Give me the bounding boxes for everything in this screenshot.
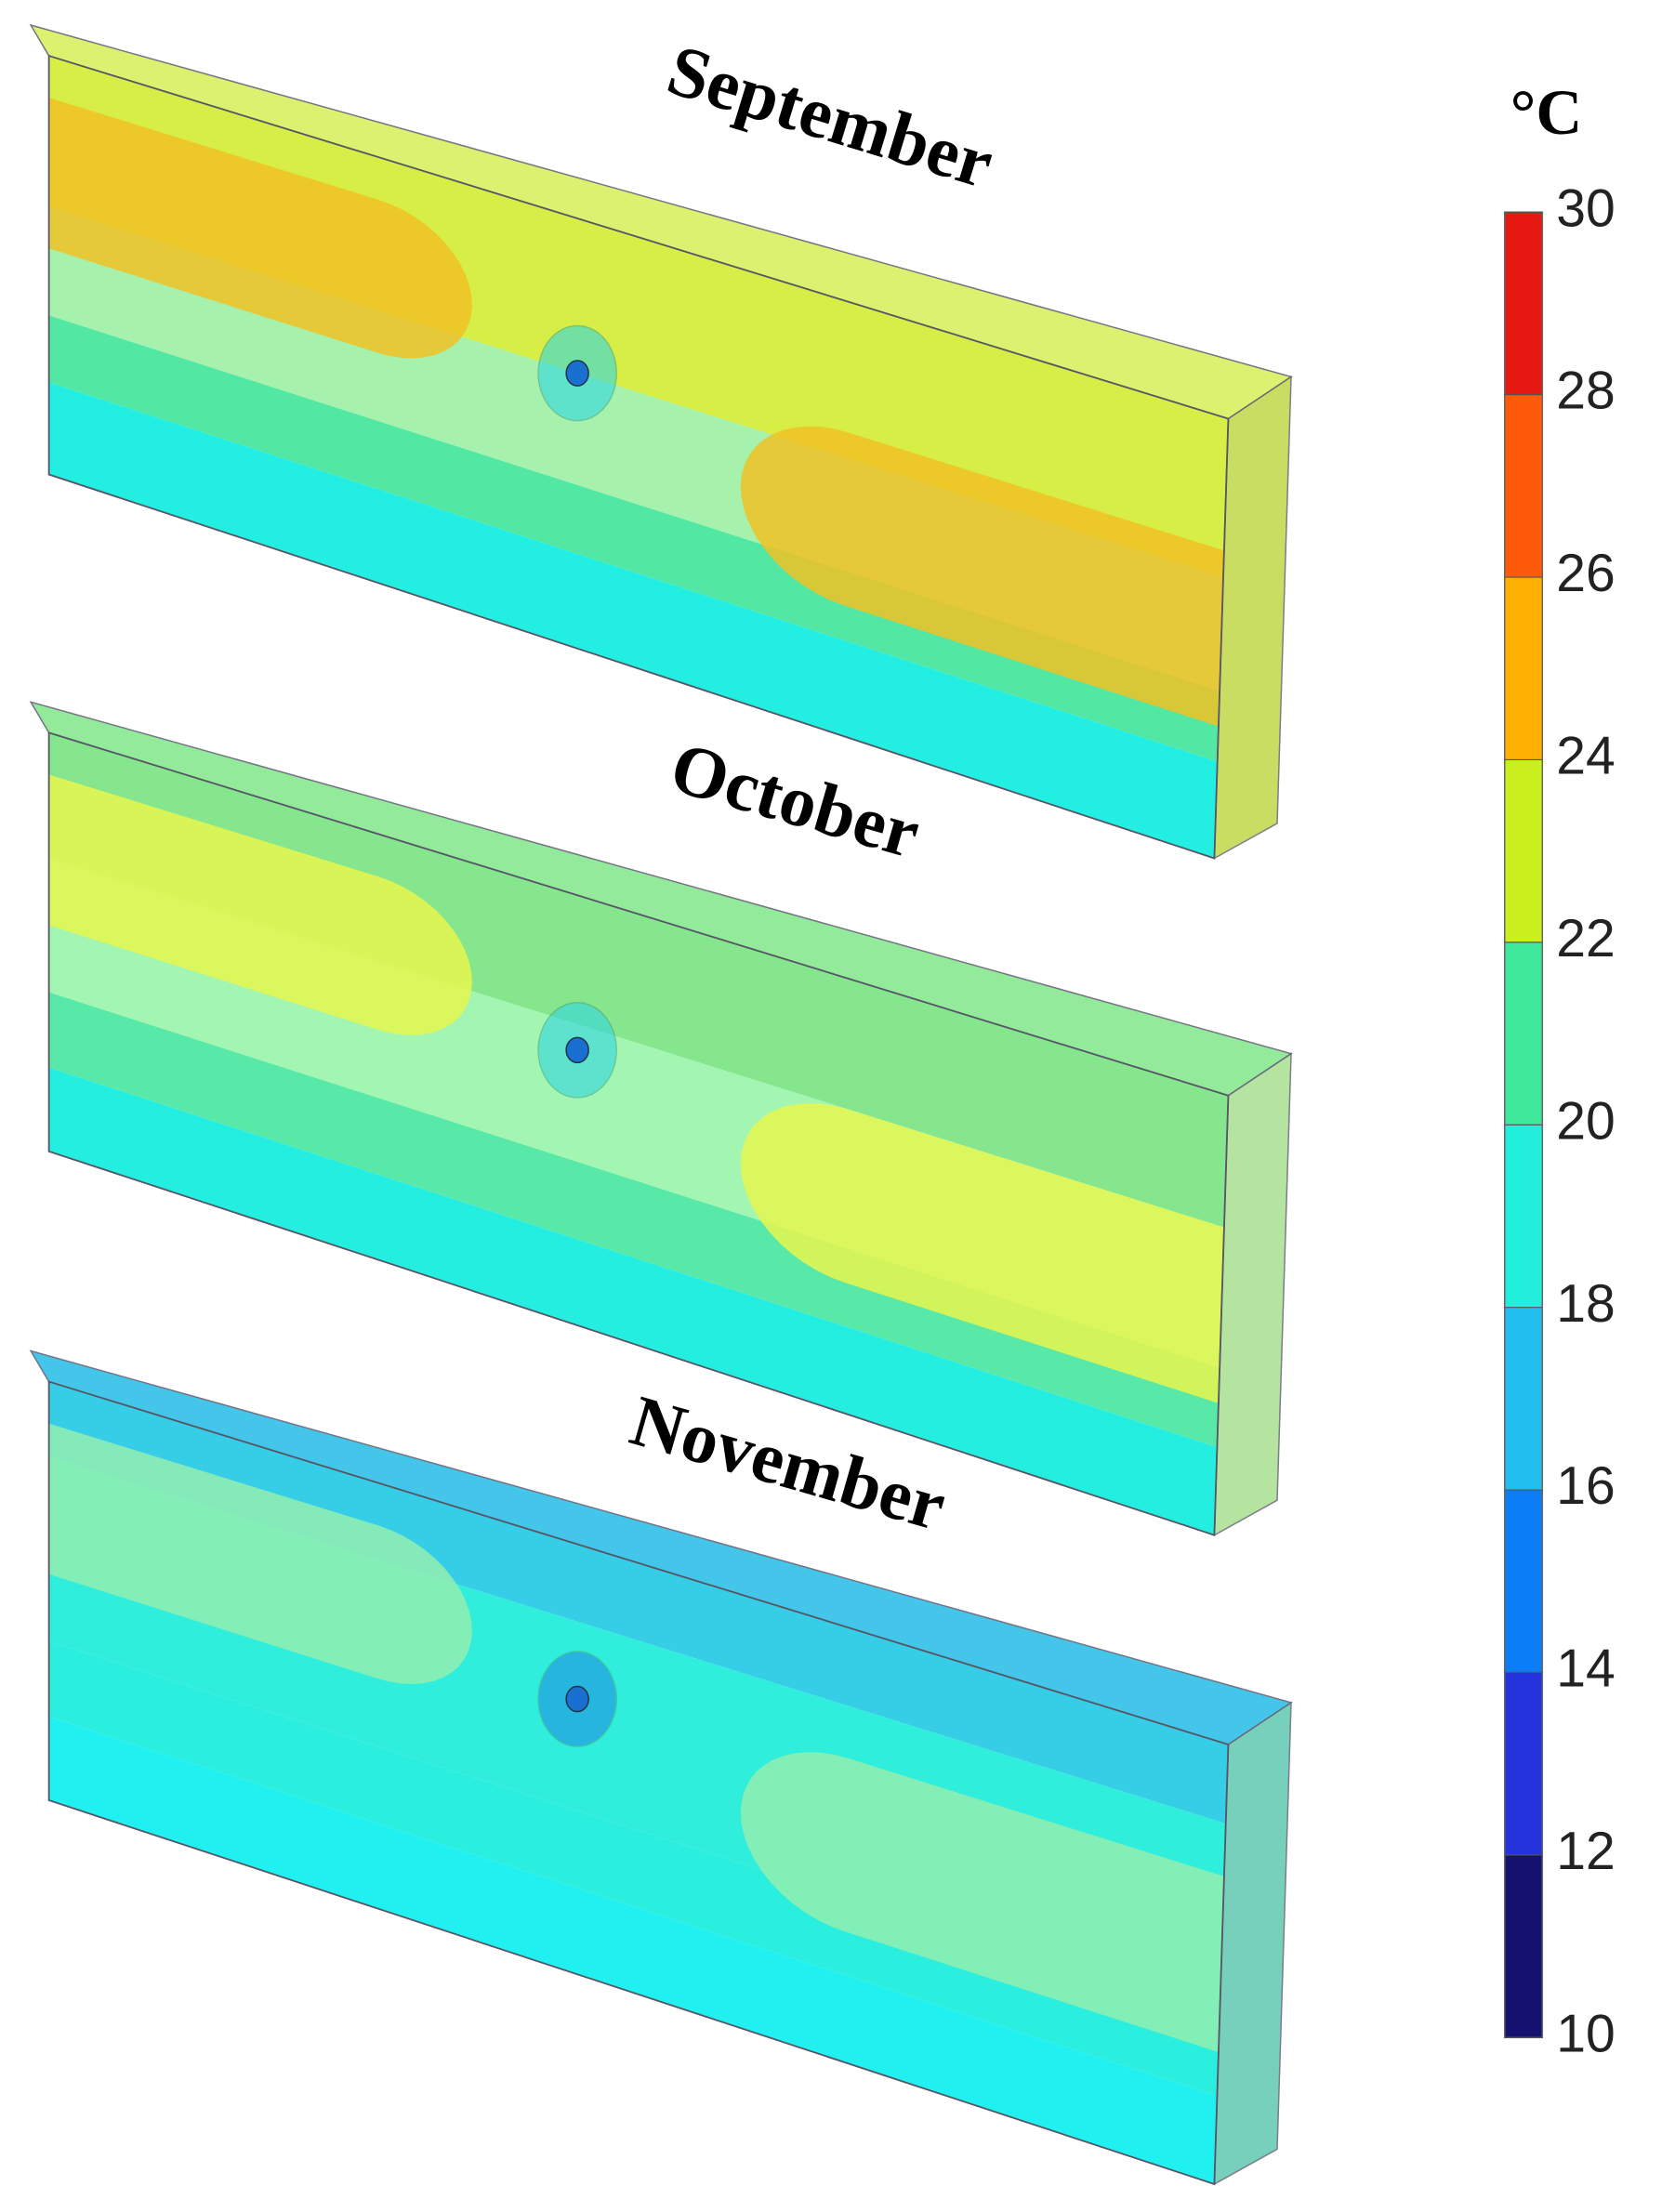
colorbar-segment [1504,1125,1543,1308]
colorbar-unit: °C [1510,76,1583,148]
box-outline [47,731,1230,1536]
temperature-band [48,382,1218,859]
temperature-band [48,315,1220,762]
colorbar-segment [1504,577,1543,760]
colorbar-tick-label: 24 [1556,727,1615,786]
colorbar-segment [1504,1490,1543,1673]
temperature-box: November [29,1350,1293,2186]
colorbar-segment [1504,759,1543,942]
colorbar: 10 12 14 16 18 20 22 24 26 28 30 [1504,178,1616,2063]
colorbar-segment [1504,212,1543,395]
colorbar-tick-label: 18 [1556,1274,1615,1334]
temperature-band [48,732,1229,1228]
pipe-core [565,1685,589,1713]
colorbar-tick-label: 20 [1556,1091,1615,1151]
pipe-core [565,1036,589,1064]
temperature-box: September [29,23,1293,860]
colorbar-tick-label: 22 [1556,909,1615,968]
temperature-band [48,992,1220,1448]
panel-title: September [659,29,1003,204]
temperature-band [48,1640,1220,2097]
temperature-lobe [48,774,472,1035]
temperature-box: October [29,701,1293,1537]
temperature-band [48,1381,1229,1824]
colorbar-tick-label: 12 [1556,1822,1615,1881]
pipe-core [565,360,589,387]
colorbar-segment [1504,1672,1543,1855]
temperature-band [48,56,1229,577]
colorbar-tick-label: 16 [1556,1456,1615,1516]
colorbar-segment [1504,1854,1543,2038]
temperature-band [48,1716,1218,2184]
colorbar-tick-label: 28 [1556,362,1615,421]
temperature-lobe [740,426,1224,727]
colorbar-segment [1504,1307,1543,1491]
box-outline [47,1380,1230,2186]
colorbar-tick-label: 10 [1556,2004,1615,2063]
colorbar-segment [1504,394,1543,578]
temperature-lobe [48,98,472,359]
temperature-lobe [48,1423,472,1684]
colorbar-segment [1504,941,1543,1126]
temperature-band [48,1067,1218,1535]
temperature-lobe [740,1102,1224,1403]
colorbar-tick-label: 26 [1556,544,1615,603]
box-outline [47,54,1230,860]
colorbar-tick-label: 30 [1556,178,1615,238]
temperature-lobe [740,1752,1224,2053]
colorbar-tick-label: 14 [1556,1639,1615,1699]
